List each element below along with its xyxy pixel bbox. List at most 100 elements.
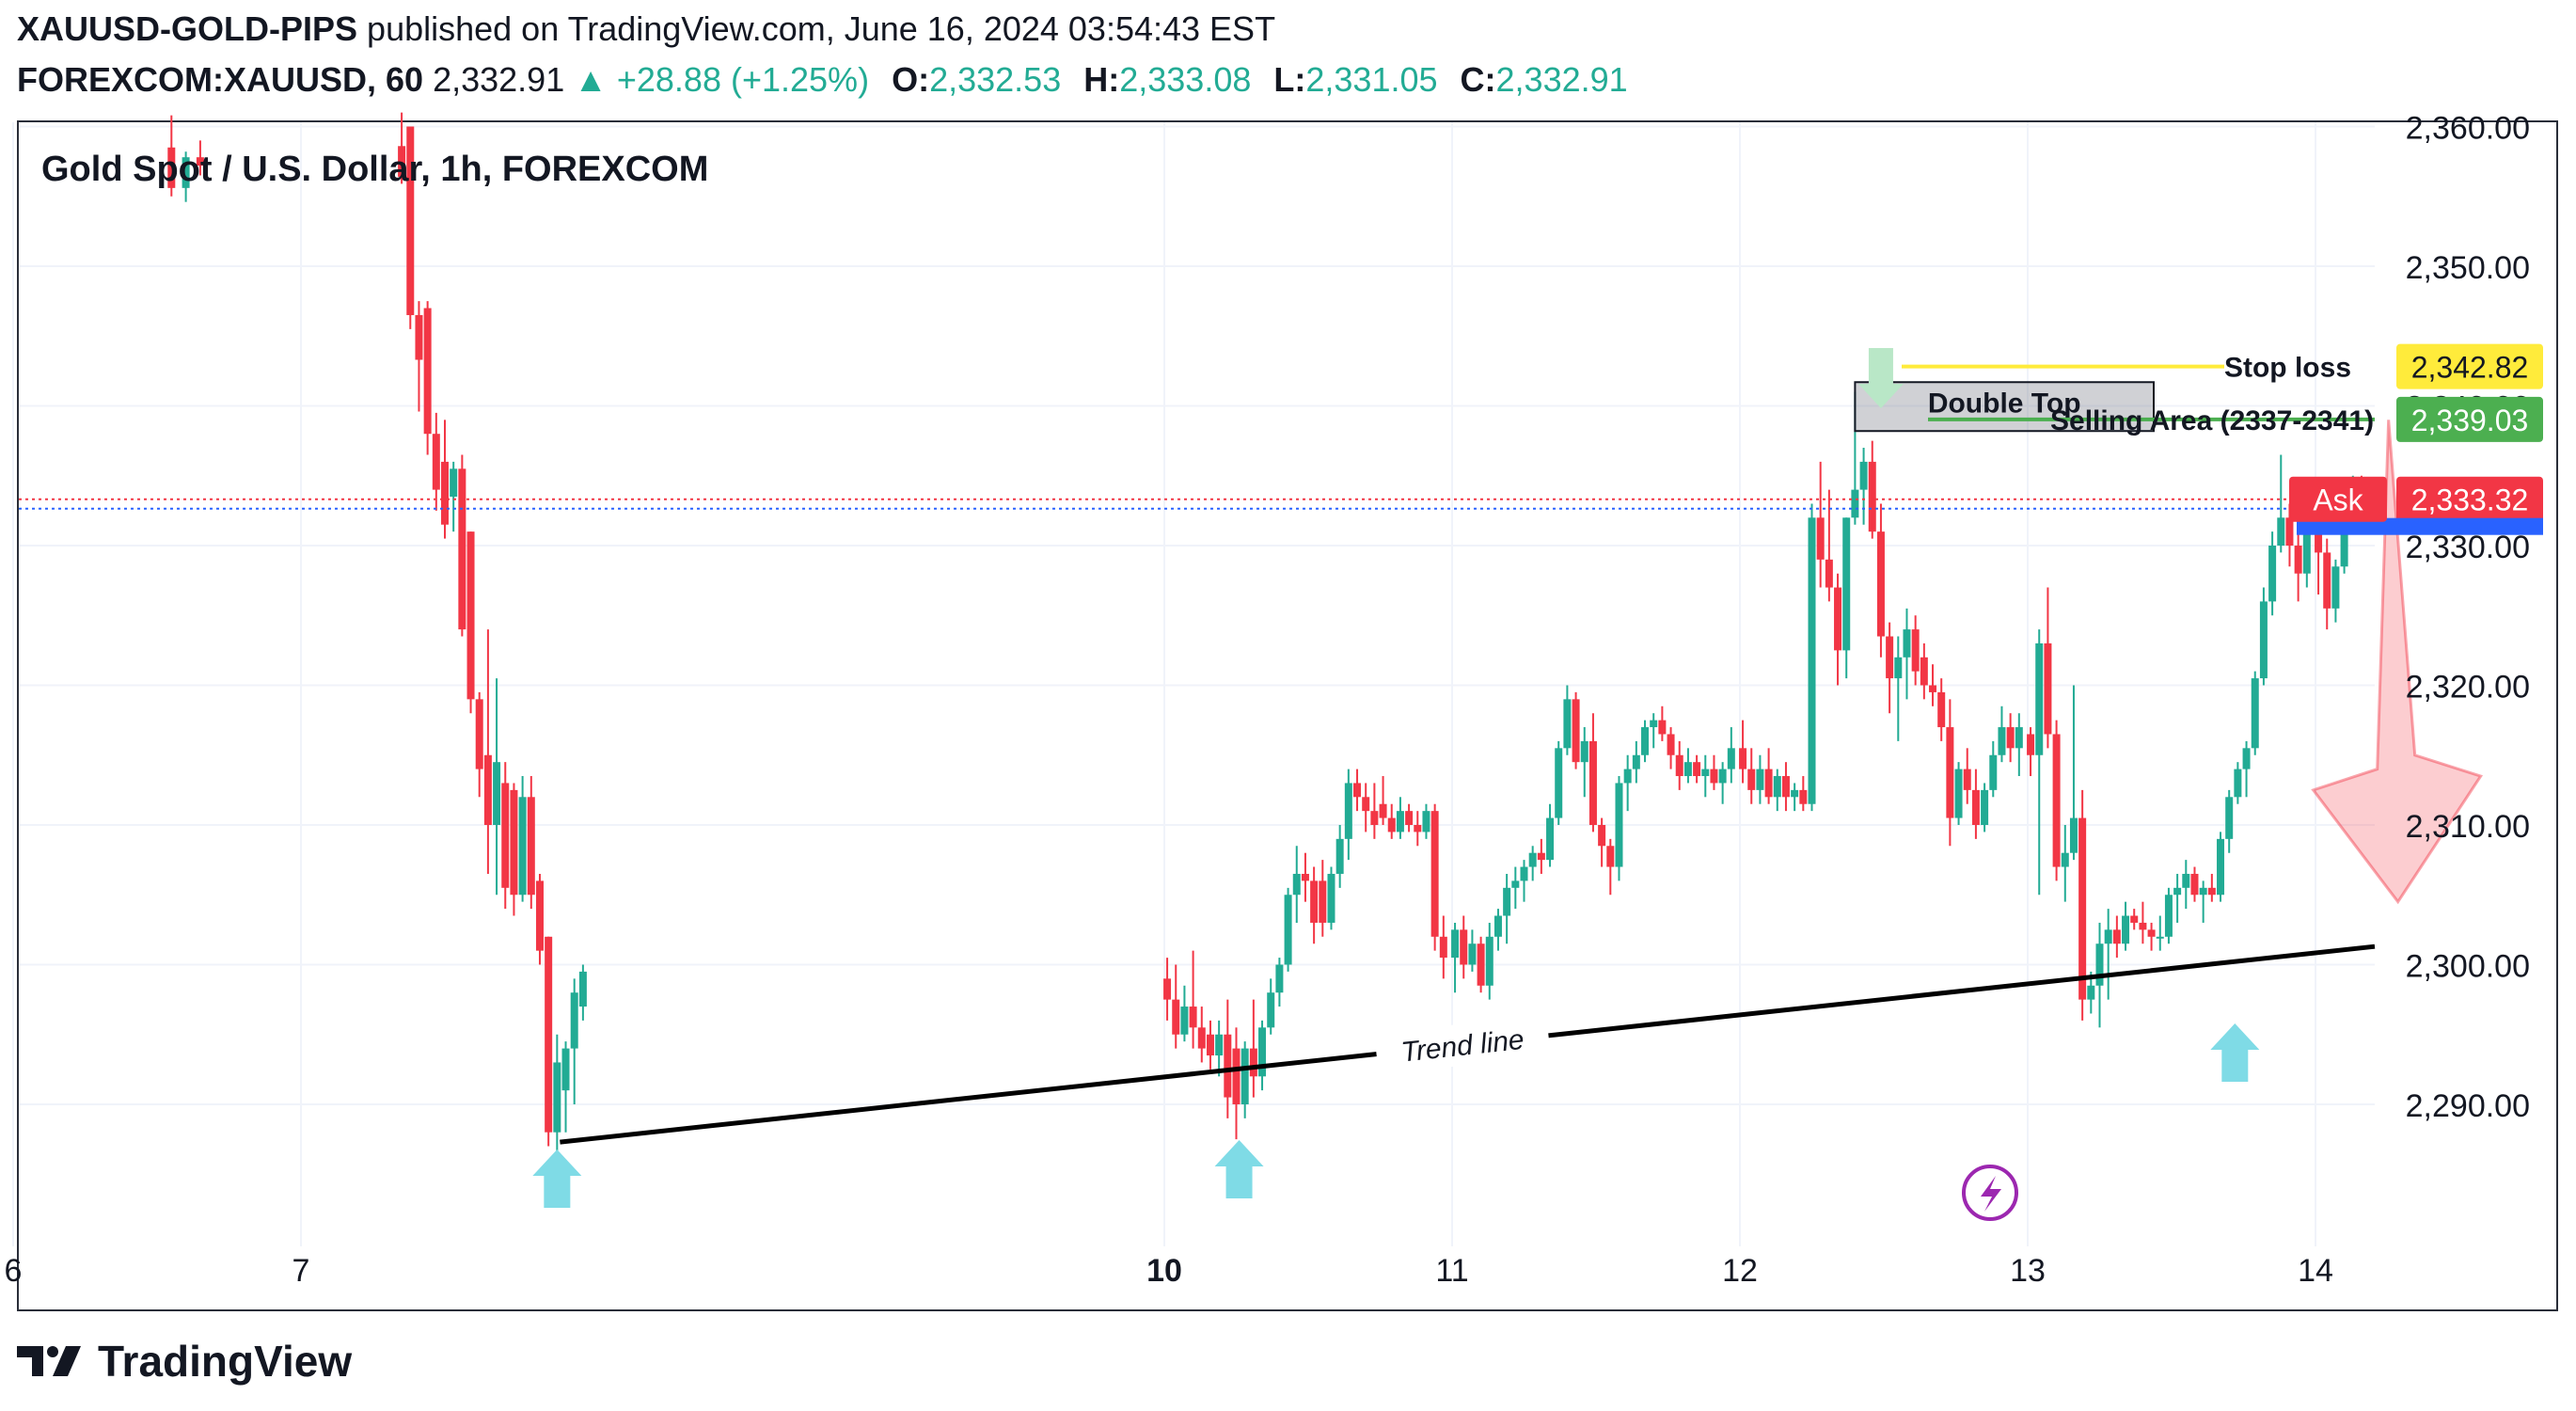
stop-loss-price-label: 2,342.82 <box>2411 351 2529 385</box>
bullish-candle <box>493 762 501 825</box>
bearish-candle <box>2052 734 2061 867</box>
bearish-candle <box>2147 929 2156 937</box>
bullish-candle <box>1701 769 1710 777</box>
bullish-candle <box>1894 657 1903 679</box>
bearish-candle <box>1658 720 1667 735</box>
bearish-candle <box>1537 852 1545 861</box>
bearish-candle <box>1667 734 1675 755</box>
chart-frame[interactable] <box>17 120 2558 1311</box>
bullish-candle <box>1727 748 1735 769</box>
bearish-candle <box>1163 978 1172 1000</box>
low-value: 2,331.05 <box>1305 60 1438 99</box>
bullish-candle <box>2217 838 2225 896</box>
bullish-candle <box>2302 524 2311 574</box>
bullish-candle <box>1623 769 1632 784</box>
bullish-candle <box>2199 887 2207 896</box>
author-name[interactable]: XAUUSD-GOLD-PIPS <box>17 9 358 48</box>
high-value: 2,333.08 <box>1119 60 1252 99</box>
bearish-candle <box>1588 740 1597 825</box>
x-tick-label: 10 <box>1146 1253 1182 1289</box>
bearish-candle <box>1598 825 1606 847</box>
support-up-arrow-icon <box>2210 1023 2260 1082</box>
tradingview-logo[interactable]: TradingView <box>17 1336 352 1387</box>
bearish-candle <box>2294 546 2302 574</box>
bearish-candle <box>535 880 544 951</box>
bullish-candle <box>1641 727 1650 755</box>
ask-price-label-bg <box>2396 476 2543 522</box>
bullish-candle <box>518 797 527 896</box>
bearish-candle <box>432 434 440 490</box>
double-top-box <box>1854 381 2156 433</box>
bullish-candle <box>1258 1027 1267 1077</box>
bullish-candle <box>1215 1034 1224 1056</box>
bullish-candle <box>1580 740 1588 763</box>
bullish-candle <box>1998 727 2006 755</box>
bullish-candle <box>1241 1048 1249 1104</box>
bearish-candle <box>1232 1048 1241 1104</box>
close-label: C: <box>1460 60 1496 99</box>
bullish-candle <box>561 1048 570 1091</box>
bearish-candle <box>2078 817 2087 1000</box>
bearish-candle <box>1362 797 1370 812</box>
bearish-candle <box>1414 825 1422 832</box>
bearish-candle <box>1920 657 1928 686</box>
bearish-candle <box>441 461 449 525</box>
bullish-candle <box>1511 880 1520 888</box>
bullish-candle <box>1989 754 1998 790</box>
bullish-candle <box>2015 727 2023 749</box>
ask-tag: Ask <box>2313 484 2363 517</box>
bullish-candle <box>1528 852 1537 867</box>
publish-header: XAUUSD-GOLD-PIPS published on TradingVie… <box>17 9 1275 49</box>
double-top-label: Double Top <box>1928 388 2081 419</box>
bearish-candle <box>1477 943 1485 986</box>
bullish-candle <box>1468 943 1477 965</box>
bullish-candle <box>1718 769 1727 784</box>
bullish-candle <box>1851 489 1859 518</box>
bearish-candle <box>2190 873 2199 896</box>
selling-area-price-label-bg <box>2396 396 2543 442</box>
stop-loss-label: Stop loss <box>2224 353 2351 384</box>
bullish-candle <box>2104 929 2112 944</box>
bearish-candle <box>1197 1027 1206 1049</box>
support-up-arrow-icon <box>1214 1140 1264 1198</box>
bearish-candle <box>423 308 432 435</box>
bullish-candle <box>1493 915 1502 937</box>
bullish-candle <box>2182 873 2190 888</box>
bearish-candle <box>1224 1034 1232 1098</box>
bearish-candle <box>1206 1034 1214 1056</box>
last-price: 2,332.91 <box>433 60 565 99</box>
price-axis: 2,360.002,350.002,340.002,330.002,320.00… <box>2289 111 2543 1124</box>
bearish-candle <box>1387 817 1396 832</box>
high-label: H: <box>1083 60 1120 99</box>
bearish-candle <box>1781 776 1790 798</box>
close-value: 2,332.91 <box>1495 60 1628 99</box>
bearish-candle <box>1606 846 1615 867</box>
bullish-candle <box>1756 769 1764 790</box>
bearish-candle <box>527 797 535 896</box>
bullish-candle <box>2234 769 2242 798</box>
bullish-candle <box>2277 517 2285 546</box>
y-tick-label: 2,350.00 <box>2406 250 2530 286</box>
bearish-candle <box>1816 517 1825 560</box>
bullish-candle <box>1981 789 1989 825</box>
bearish-candle <box>1963 769 1971 790</box>
bullish-candle <box>1344 783 1352 839</box>
bullish-candle <box>1808 517 1816 804</box>
bullish-candle <box>1555 748 1563 818</box>
bearish-candle <box>1249 1048 1257 1077</box>
bullish-candle <box>553 1062 561 1133</box>
bearish-candle <box>1379 803 1387 818</box>
bearish-candle <box>510 789 518 896</box>
bullish-candle <box>1422 811 1430 832</box>
publish-info: published on TradingView.com, June 16, 2… <box>367 9 1276 48</box>
bearish-candle <box>1319 880 1327 923</box>
candles <box>167 112 2383 1153</box>
bearish-candle <box>1172 999 1180 1035</box>
symbol-header: FOREXCOM:XAUUSD, 60 2,332.91 ▲ +28.88 (+… <box>17 60 1628 100</box>
bullish-candle <box>1903 629 1911 658</box>
bearish-candle <box>2285 517 2294 546</box>
open-value: 2,332.53 <box>929 60 1062 99</box>
bearish-candle <box>415 314 423 360</box>
